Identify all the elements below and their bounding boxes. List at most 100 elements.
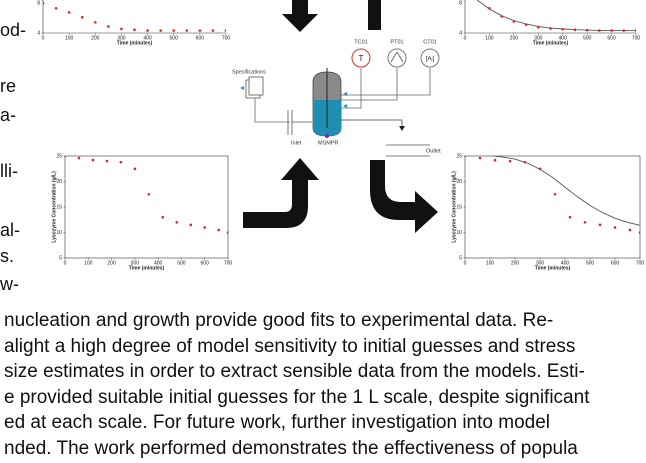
data-point [536, 25, 540, 29]
pipe [254, 98, 290, 123]
data-point [133, 167, 137, 171]
y-tick-label: 8 [459, 0, 462, 6]
data-point [512, 20, 516, 23]
sensor [420, 48, 440, 68]
x-tick-label: 600 [201, 260, 210, 266]
text-fragment: s. [0, 246, 15, 266]
x-tick-label: 0 [42, 35, 45, 41]
data-point [105, 159, 109, 163]
y-axis-label: Lysozyme Concentration (g/L) [51, 171, 57, 243]
label: MSMPR [318, 140, 339, 146]
chart: 0 100 200 300 400 500 600 700 5 10 15 20 25 Time (min… [451, 153, 644, 271]
text-line: alight a high degree of model sensitivit… [4, 335, 576, 357]
x-tick-label: 0 [464, 35, 467, 41]
data-point [211, 29, 215, 32]
data-point [147, 192, 151, 196]
data-point [65, 156, 67, 158]
data-point [585, 28, 589, 32]
x-axis-label: Time (minutes) [533, 40, 569, 46]
x-tick-label: 0 [64, 260, 67, 266]
text-fragment: lli- [0, 161, 18, 181]
data-point [185, 29, 189, 32]
data-point [613, 226, 617, 229]
x-axis-label: Time (minutes) [129, 265, 165, 271]
data-point [77, 156, 81, 160]
data-point [119, 160, 123, 164]
data-point [67, 11, 71, 14]
label: Outlet [426, 148, 441, 154]
data-point [107, 25, 110, 28]
pipe [341, 119, 403, 128]
data-point [628, 228, 632, 232]
x-tick-label: 300 [534, 35, 543, 41]
y-tick-label: 10 [56, 230, 62, 236]
data-point [488, 6, 491, 10]
plot [465, 156, 640, 234]
x-tick-label: 700 [224, 260, 233, 266]
data-point [203, 226, 207, 229]
x-tick-label: 300 [117, 35, 126, 41]
data-point [172, 29, 176, 32]
x-tick-label: 700 [222, 35, 231, 41]
text-fragment: w- [0, 274, 19, 294]
text-fragment: al- [0, 220, 21, 240]
y-axis-label: Lysozyme Concentration (g/L) [451, 171, 457, 243]
y-tick-label: 20 [456, 179, 462, 185]
data-point [638, 231, 640, 234]
data-point [120, 27, 123, 31]
x-tick-label: 700 [636, 260, 645, 266]
fit-line [476, 0, 636, 31]
arrowhead [399, 126, 405, 131]
x-tick-label: 300 [131, 260, 140, 266]
data-point [224, 29, 226, 32]
fit-line [490, 156, 640, 226]
data-point [189, 223, 193, 227]
data-point [598, 29, 601, 32]
x-tick-label: 200 [91, 35, 100, 41]
port [343, 104, 347, 108]
x-tick-label: 100 [65, 35, 74, 41]
data-point [465, 156, 467, 158]
y-tick-label: 5 [59, 255, 62, 261]
y-tick-label: 20 [56, 179, 62, 185]
arrow [243, 158, 319, 228]
x-axis-label: Time (minutes) [535, 265, 571, 271]
data-point [561, 27, 565, 31]
label: TC01 [354, 39, 367, 45]
text-fragment: od- [0, 20, 27, 40]
text-line: ed at each scale. For future work, furth… [4, 412, 550, 433]
text-fragment: a- [0, 105, 17, 125]
x-tick-label: 600 [611, 260, 620, 266]
figure: Specifications Inlet MSMPR Outlet T [Aᵢ]… [37, 0, 644, 271]
data-point [610, 29, 613, 32]
chart: 0 100 200 300 400 500 600 700 4 8 Time (minutes) [37, 0, 230, 46]
y-tick-label: 4 [37, 30, 40, 36]
arrow [368, 0, 381, 30]
x-tick-label: 400 [143, 35, 152, 41]
x-tick-label: 100 [486, 260, 495, 266]
data-point [538, 167, 542, 171]
data-point [175, 221, 179, 224]
data-point [622, 29, 626, 32]
chart: 0 100 200 300 400 500 600 700 5 10 15 20 25 Time (min… [51, 153, 232, 271]
label: Specifications [232, 69, 266, 75]
label: CT01 [423, 39, 436, 45]
data-point [133, 28, 136, 32]
x-tick-label: 500 [583, 35, 592, 41]
data-point [573, 28, 577, 32]
y-tick-label: 5 [459, 255, 462, 261]
data-point [91, 158, 95, 162]
data-point [634, 29, 636, 32]
sensor-symbol: T [359, 54, 364, 63]
label: PT01 [390, 39, 403, 45]
x-tick-label: 600 [607, 35, 616, 41]
text-fragment: re [0, 76, 17, 96]
plot [65, 156, 228, 234]
x-tick-label: 300 [536, 260, 545, 266]
x-tick-label: 500 [177, 260, 186, 266]
chart: 0 100 200 300 400 500 600 700 4 8 Time (minutes) [459, 0, 640, 46]
x-tick-label: 400 [154, 260, 163, 266]
data-point [226, 231, 228, 234]
data-point [161, 215, 165, 219]
